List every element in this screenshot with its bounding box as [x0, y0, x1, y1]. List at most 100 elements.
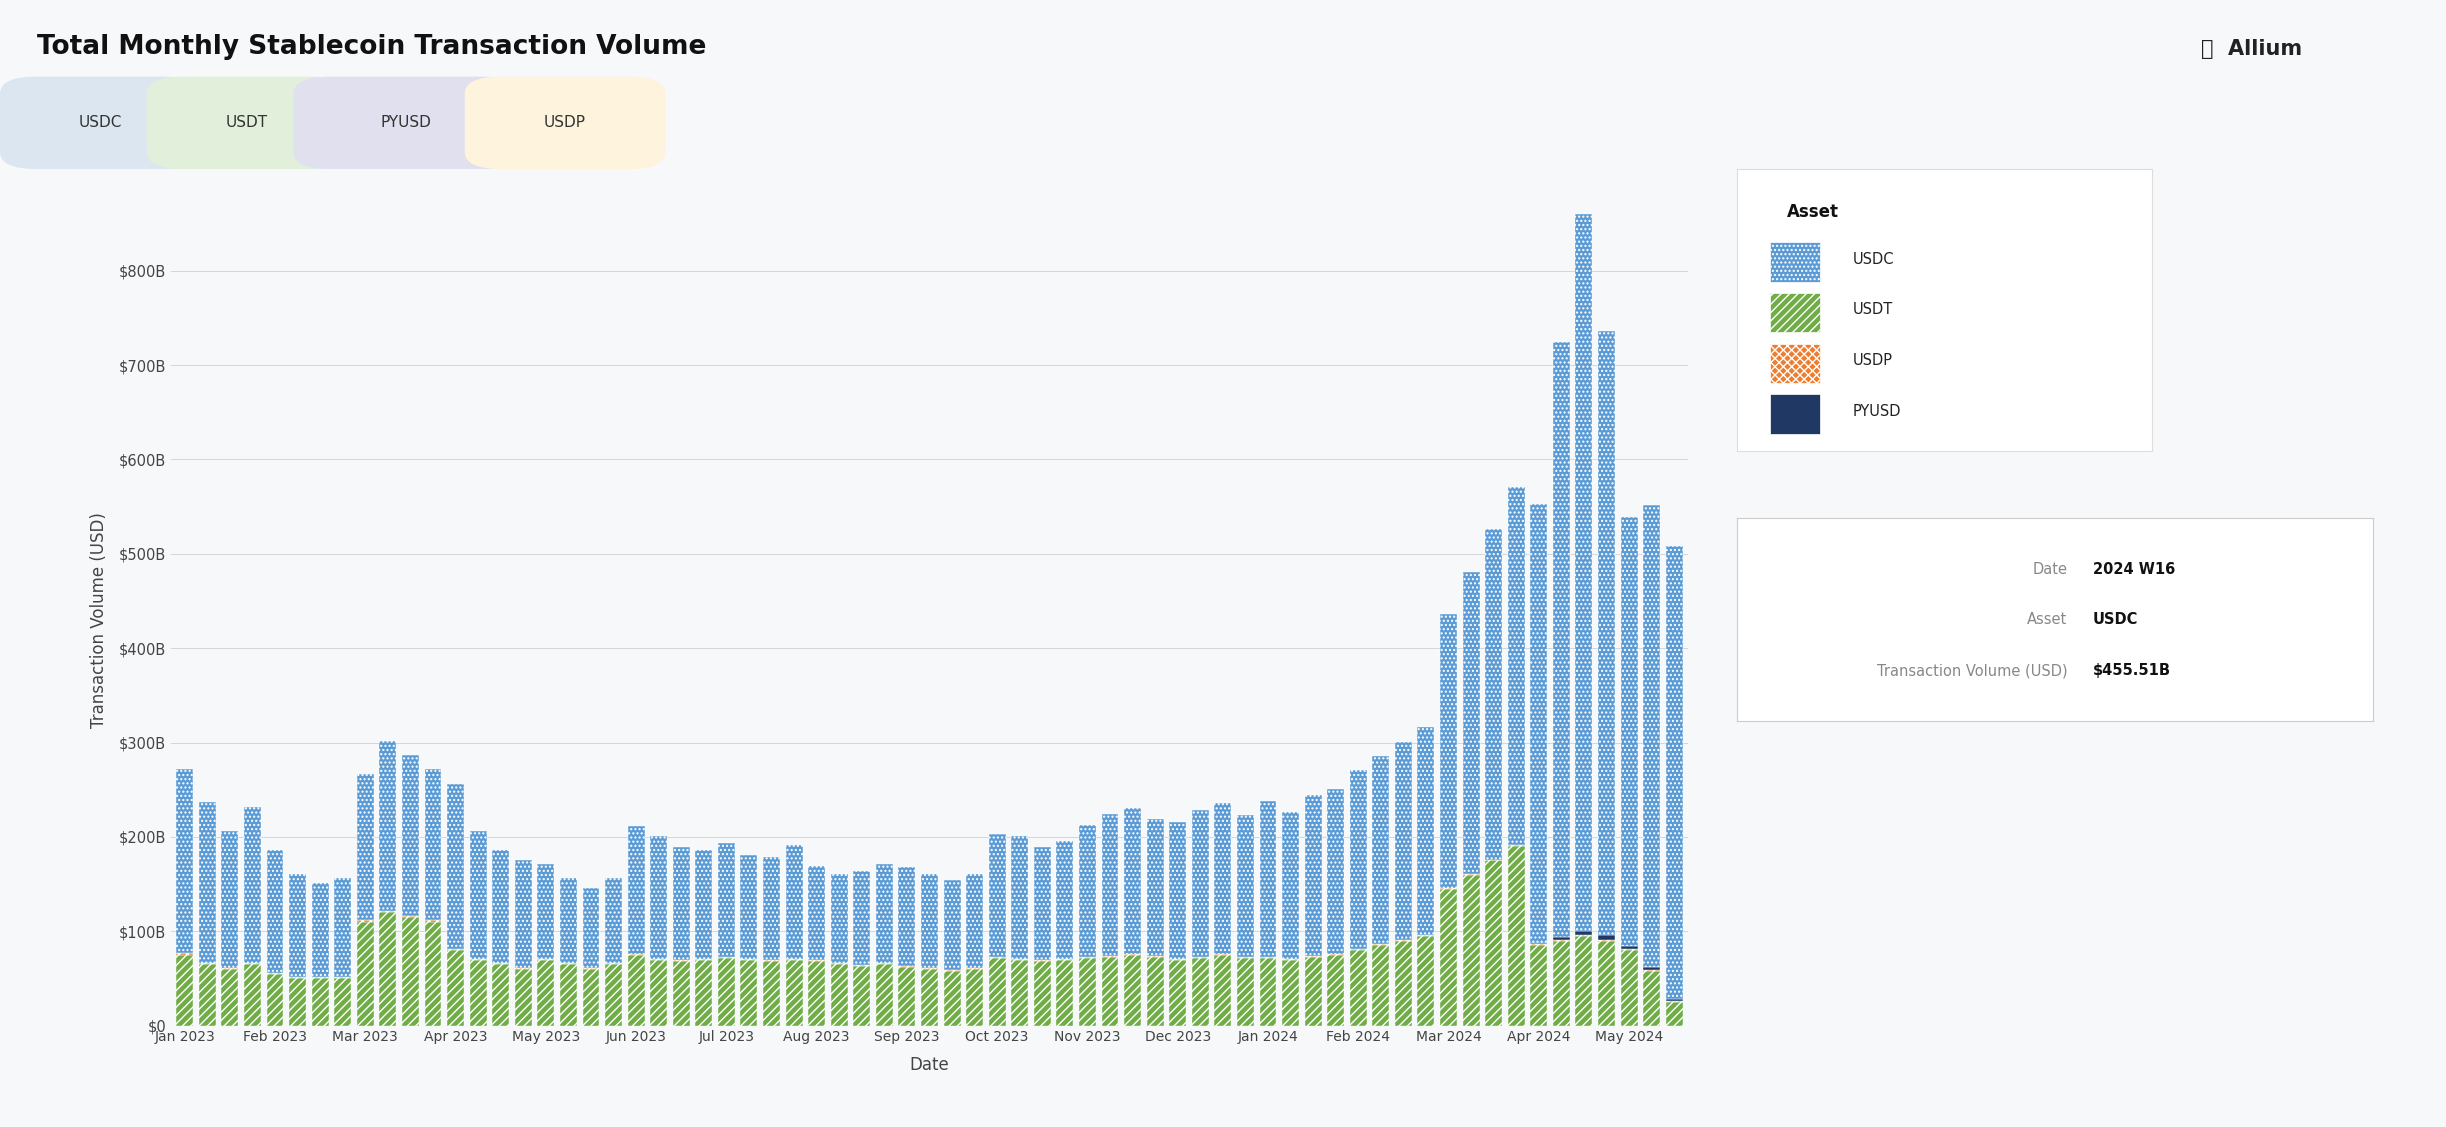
Bar — [944, 970, 961, 1026]
Bar — [1419, 727, 1433, 935]
Bar — [1057, 959, 1074, 1026]
Text: Asset: Asset — [2028, 612, 2067, 628]
Bar — [695, 959, 712, 1026]
Bar — [1531, 942, 1548, 944]
Bar — [1394, 941, 1411, 1026]
Bar — [1191, 958, 1208, 1026]
Bar — [311, 884, 328, 977]
Bar — [560, 965, 577, 1026]
Bar — [1372, 946, 1389, 1026]
Bar — [1328, 789, 1345, 953]
Bar — [1666, 1002, 1683, 1026]
Bar — [401, 755, 418, 915]
Bar — [1191, 810, 1208, 957]
Bar — [1010, 959, 1027, 1026]
Bar — [176, 953, 193, 955]
Bar — [426, 921, 440, 922]
Bar — [1507, 846, 1524, 1026]
Bar — [357, 921, 374, 922]
Text: USDC: USDC — [2094, 612, 2138, 628]
Bar — [832, 965, 849, 1026]
Bar — [1079, 825, 1096, 957]
Bar — [651, 836, 668, 959]
Bar — [223, 969, 237, 1026]
Bar — [1575, 935, 1592, 1026]
Bar — [763, 961, 780, 1026]
Bar — [470, 832, 487, 959]
Text: USDC: USDC — [1854, 251, 1896, 267]
Bar — [1463, 571, 1480, 873]
Bar — [1304, 796, 1321, 956]
Bar — [1507, 487, 1524, 845]
Bar — [1057, 841, 1074, 959]
Text: USDT: USDT — [1854, 302, 1893, 318]
Text: 2024 W16: 2024 W16 — [2094, 561, 2174, 577]
Bar — [582, 888, 599, 968]
Bar — [1441, 889, 1458, 1026]
Bar — [1485, 530, 1502, 860]
Bar — [401, 917, 418, 1026]
Bar — [1169, 822, 1186, 959]
Bar — [1035, 848, 1052, 960]
Bar — [988, 834, 1005, 957]
Bar — [379, 742, 396, 911]
Text: Asset: Asset — [1786, 203, 1839, 221]
Bar — [741, 854, 758, 959]
Text: USDC: USDC — [78, 115, 122, 131]
Text: Transaction Volume (USD): Transaction Volume (USD) — [1876, 663, 2067, 678]
Bar — [1622, 950, 1636, 1026]
Text: USDP: USDP — [543, 115, 587, 131]
Bar — [1101, 957, 1118, 1026]
Bar — [1125, 955, 1140, 1026]
Bar — [898, 867, 915, 966]
Bar — [245, 962, 262, 965]
Bar — [1644, 505, 1661, 967]
Bar — [1010, 836, 1027, 959]
Bar — [1147, 819, 1164, 956]
Bar — [1213, 802, 1230, 953]
Bar — [1553, 343, 1570, 937]
FancyBboxPatch shape — [1771, 394, 1820, 434]
Bar — [1597, 331, 1614, 935]
Bar — [198, 965, 215, 1026]
Bar — [1169, 959, 1186, 1026]
Bar — [198, 962, 215, 965]
Bar — [176, 770, 193, 953]
Bar — [763, 857, 780, 960]
Bar — [311, 978, 328, 1026]
Bar — [719, 958, 734, 1026]
Y-axis label: Transaction Volume (USD): Transaction Volume (USD) — [91, 512, 108, 728]
Text: $455.51B: $455.51B — [2094, 663, 2170, 678]
Text: USDT: USDT — [225, 115, 269, 131]
Bar — [1328, 955, 1345, 1026]
Text: Total Monthly Stablecoin Transaction Volume: Total Monthly Stablecoin Transaction Vol… — [37, 34, 707, 60]
Bar — [357, 774, 374, 921]
Bar — [198, 802, 215, 962]
Bar — [673, 961, 690, 1026]
Bar — [401, 915, 418, 917]
Bar — [1644, 970, 1661, 1026]
Bar — [426, 770, 440, 921]
Bar — [1282, 813, 1299, 959]
Bar — [604, 965, 621, 1026]
Bar — [1666, 547, 1683, 1000]
Bar — [1035, 961, 1052, 1026]
Bar — [379, 913, 396, 1026]
Bar — [335, 978, 352, 1026]
Bar — [1553, 937, 1570, 940]
Bar — [1622, 517, 1636, 947]
Bar — [1147, 957, 1164, 1026]
Bar — [267, 974, 284, 1026]
Bar — [267, 850, 284, 973]
Bar — [966, 873, 983, 968]
Bar — [604, 878, 621, 964]
Bar — [1350, 770, 1367, 949]
Bar — [876, 965, 893, 1026]
Bar — [1531, 946, 1548, 1026]
Bar — [966, 969, 983, 1026]
X-axis label: Date: Date — [910, 1056, 949, 1074]
Bar — [1260, 958, 1277, 1026]
Bar — [223, 831, 237, 968]
Bar — [719, 843, 734, 957]
FancyBboxPatch shape — [1771, 344, 1820, 383]
